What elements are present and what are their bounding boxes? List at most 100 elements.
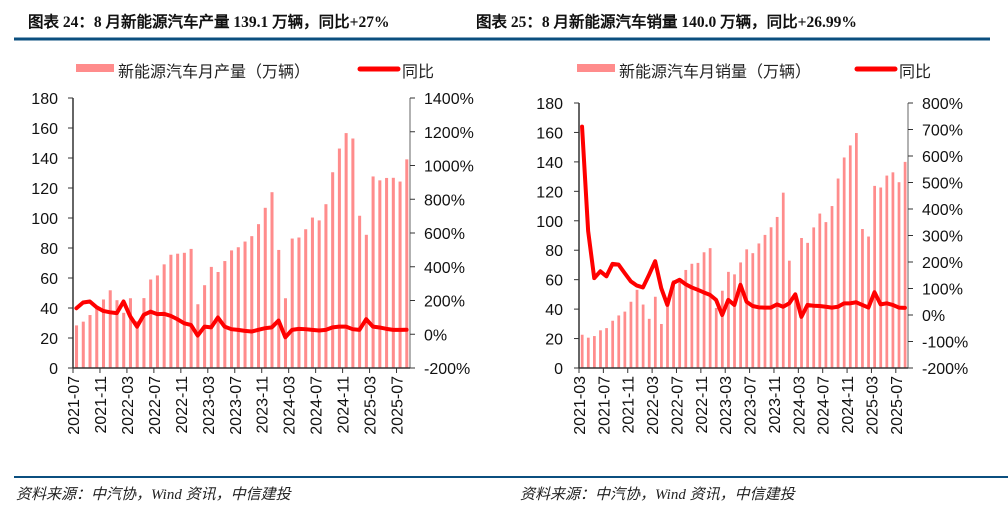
bar (647, 318, 651, 368)
left-tick-label: 80 (40, 241, 58, 258)
bar (81, 321, 85, 368)
bar (142, 298, 146, 368)
bar (304, 229, 308, 368)
bar (176, 253, 180, 368)
bar (684, 269, 688, 368)
bar (209, 266, 213, 368)
bar (263, 207, 267, 368)
right-tick-label: 0% (922, 308, 945, 325)
right-tick-label: 800% (922, 96, 963, 113)
bar (297, 237, 301, 368)
bar (763, 234, 767, 368)
bar (879, 187, 883, 368)
bar (854, 133, 858, 368)
left-tick-label: 140 (536, 155, 563, 172)
left-tick-label: 180 (536, 96, 563, 113)
bar (236, 247, 240, 368)
x-tick-label: 2025-03 (363, 376, 380, 435)
right-tick-label: 200% (922, 255, 963, 272)
x-tick-label: 2023-11 (255, 376, 272, 434)
x-tick-label: 2023-03 (718, 376, 735, 435)
bar (88, 315, 92, 368)
x-tick-label: 2025-03 (864, 376, 881, 435)
x-tick-label: 2025-07 (889, 376, 906, 435)
x-tick-label: 2024-11 (840, 376, 857, 434)
bar (800, 238, 803, 368)
x-tick-label: 2022-03 (645, 376, 662, 435)
x-tick-label: 2025-07 (390, 376, 407, 435)
right-tick-label: -200% (922, 361, 968, 378)
bar (115, 300, 119, 368)
right-tick-label: 800% (424, 192, 465, 209)
bar (364, 234, 368, 368)
bar (617, 315, 621, 368)
bar (830, 206, 834, 368)
right-tick-label: 1200% (424, 125, 474, 142)
bar (861, 229, 864, 368)
bar (745, 249, 749, 368)
right-tick-label: 200% (424, 294, 465, 311)
bar (250, 236, 254, 368)
bar (751, 253, 755, 368)
right-tick-label: 600% (922, 149, 963, 166)
bar (739, 262, 742, 368)
bar (75, 325, 79, 368)
left-tick-label: 0 (49, 361, 58, 378)
bar (708, 248, 712, 368)
left-tick-label: 0 (554, 361, 563, 378)
bar (885, 175, 889, 368)
x-tick-label: 2024-11 (336, 376, 353, 434)
x-tick-label: 2024-03 (282, 376, 299, 435)
bar (189, 248, 193, 368)
bar (775, 216, 779, 368)
right-tick-label: 0% (424, 327, 447, 344)
bar (605, 328, 608, 368)
x-tick-label: 2021-07 (66, 376, 83, 435)
bar (586, 337, 590, 368)
left-tick-label: 100 (536, 214, 563, 231)
right-tick-label: 400% (922, 202, 963, 219)
x-tick-label: 2021-07 (596, 376, 613, 435)
x-tick-label: 2024-03 (791, 376, 808, 435)
bar (623, 311, 627, 368)
legend-label-line: 同比 (402, 63, 434, 81)
legend-label-bar: 新能源汽车月销量（万辆） (619, 63, 811, 81)
x-tick-label: 2024-07 (309, 376, 326, 435)
x-tick-label: 2023-11 (767, 376, 784, 434)
bar (391, 177, 395, 368)
left-tick-label: 20 (40, 331, 58, 348)
bar (101, 299, 106, 368)
right-tick-label: -100% (922, 335, 968, 352)
bar (169, 254, 173, 368)
bar (702, 252, 706, 368)
bar (781, 192, 785, 368)
legend-bar-swatch (76, 64, 114, 72)
source-note: 资料来源：中汽协，Wind 资讯，中信建投 (520, 486, 797, 503)
right-tick-label: 700% (922, 123, 963, 140)
bar (629, 301, 633, 368)
legend-bar-swatch (577, 64, 615, 72)
x-tick-label: 2023-03 (201, 376, 218, 435)
bar (324, 204, 328, 368)
bar (331, 172, 335, 368)
bar (122, 312, 126, 368)
left-tick-label: 20 (545, 332, 563, 349)
bar (653, 296, 657, 368)
bar (290, 238, 294, 368)
bar (672, 280, 675, 368)
right-tick-label: 1000% (424, 159, 474, 176)
bar (223, 261, 227, 368)
bar (358, 215, 362, 368)
bar (787, 260, 791, 368)
x-tick-label: 2021-11 (93, 376, 110, 434)
bar (794, 297, 797, 368)
bar (611, 320, 615, 368)
chart-panel-2: 图表 25：8 月新能源汽车销量 140.0 万辆，同比+26.99% 新能源汽车… (476, 12, 990, 503)
bar (836, 178, 840, 368)
bar (155, 275, 159, 368)
bar (635, 289, 639, 368)
left-tick-label: 60 (40, 271, 58, 288)
x-tick-label: 2022-07 (669, 376, 686, 435)
right-tick-label: -200% (424, 361, 470, 378)
